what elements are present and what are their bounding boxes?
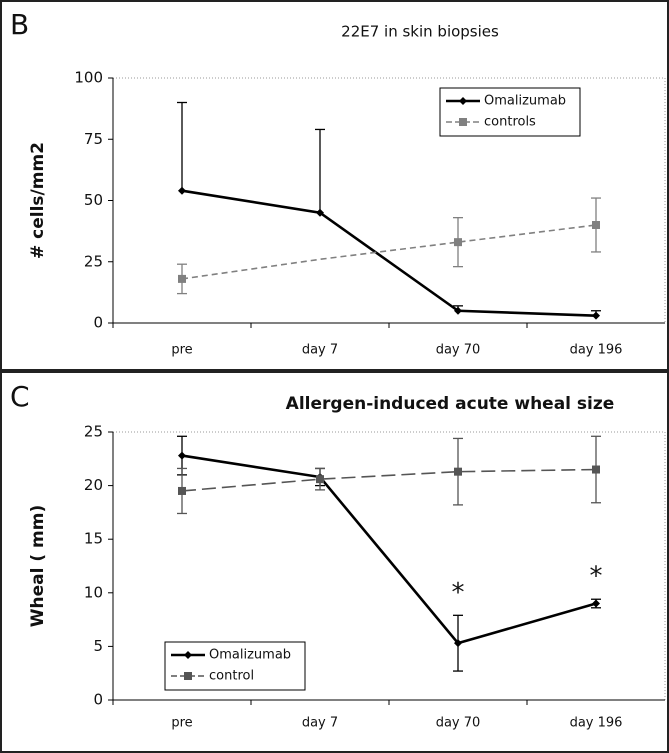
point xyxy=(592,465,600,474)
y-axis-label: # cells/mm2 xyxy=(28,142,48,259)
point xyxy=(178,186,186,195)
x-tick-label: day 70 xyxy=(436,716,481,731)
annotation: * xyxy=(590,562,603,592)
legend-box xyxy=(439,87,581,137)
chart-title: 22E7 in skin biopsies xyxy=(341,23,499,41)
y-tick-label: 100 xyxy=(74,69,103,87)
series-line xyxy=(181,224,597,280)
y-tick-label: 75 xyxy=(84,130,103,148)
series-line xyxy=(181,468,597,492)
y-tick-label: 0 xyxy=(93,314,103,332)
panel-frame xyxy=(0,0,669,371)
point xyxy=(316,475,324,484)
legend-marker xyxy=(459,97,467,105)
point xyxy=(454,467,462,476)
panel-label: B xyxy=(10,8,29,41)
legend-marker xyxy=(459,118,467,126)
annotation: * xyxy=(452,578,465,608)
x-tick-label: pre xyxy=(171,716,192,731)
x-tick-label: day 196 xyxy=(570,343,623,358)
legend-label: Omalizumab xyxy=(484,94,566,109)
x-tick-label: day 7 xyxy=(302,343,338,358)
y-axis-label: Wheal ( mm) xyxy=(28,505,48,628)
point xyxy=(178,486,186,495)
legend-label: controls xyxy=(484,115,536,130)
y-tick-label: 25 xyxy=(84,252,103,270)
panel-frame xyxy=(0,371,669,753)
y-tick-label: 15 xyxy=(84,530,103,548)
y-tick-label: 20 xyxy=(84,476,103,494)
series-line xyxy=(181,454,597,645)
legend-marker xyxy=(184,651,192,659)
point xyxy=(178,274,186,283)
x-tick-label: pre xyxy=(171,343,192,358)
y-tick-label: 50 xyxy=(84,191,103,209)
point xyxy=(592,599,600,608)
y-tick-label: 25 xyxy=(84,423,103,441)
plot-frame xyxy=(112,77,666,324)
x-tick-label: day 70 xyxy=(436,343,481,358)
series-line xyxy=(181,189,597,317)
point xyxy=(592,311,600,320)
x-tick-label: day 196 xyxy=(570,716,623,731)
point xyxy=(454,639,462,648)
point xyxy=(178,451,186,460)
point xyxy=(454,238,462,247)
chart-title: Allergen-induced acute wheal size xyxy=(286,394,615,414)
panel-label: C xyxy=(10,380,30,413)
point xyxy=(454,306,462,315)
legend-label: control xyxy=(209,669,254,684)
legend-box xyxy=(164,641,306,691)
legend-marker xyxy=(184,672,192,680)
y-tick-label: 0 xyxy=(93,691,103,709)
x-tick-label: day 7 xyxy=(302,716,338,731)
y-tick-label: 10 xyxy=(84,583,103,601)
y-tick-label: 5 xyxy=(93,637,103,655)
legend-label: Omalizumab xyxy=(209,648,291,663)
point xyxy=(316,208,324,217)
point xyxy=(592,221,600,229)
